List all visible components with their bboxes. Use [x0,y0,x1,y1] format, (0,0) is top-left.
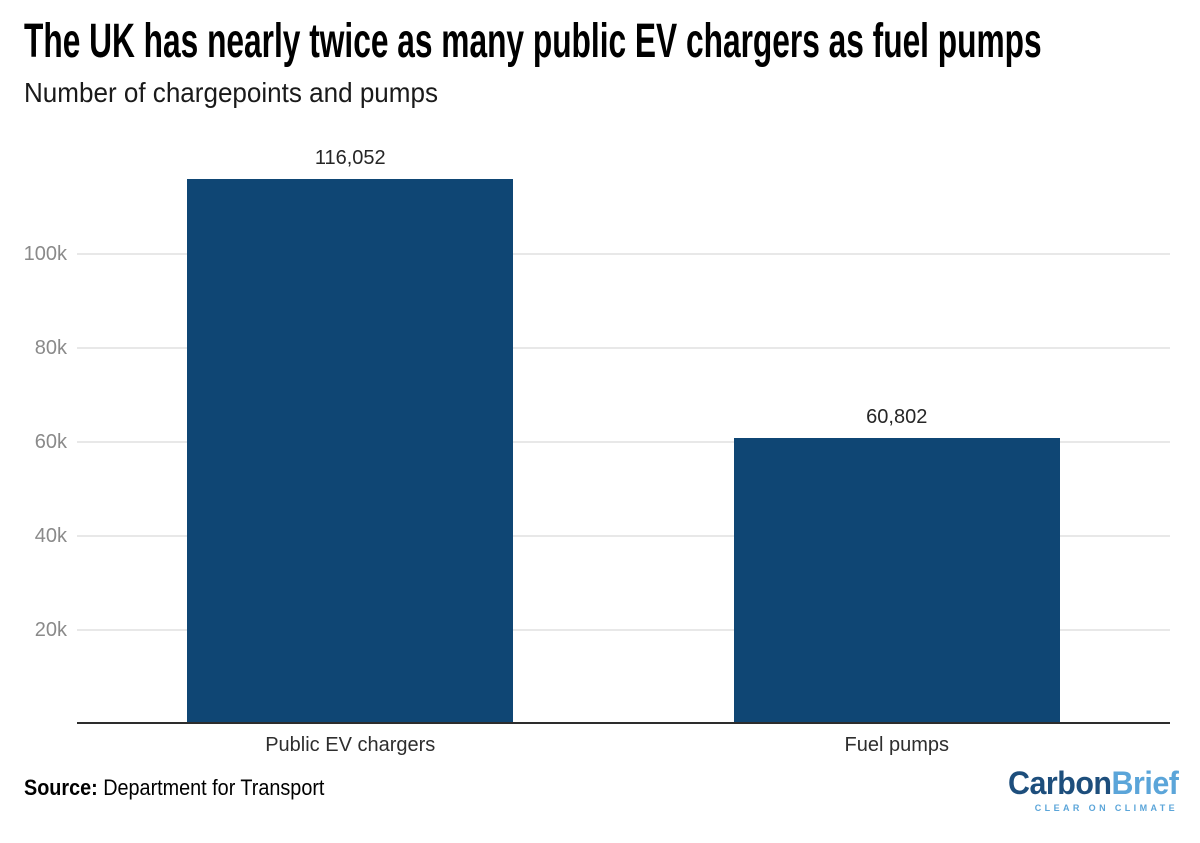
logo-text-carbon: Carbon [1007,765,1112,801]
logo-text-brief: Brief [1111,765,1178,801]
source-text: Department for Transport [97,775,325,800]
carbonbrief-logo-wordmark: CarbonBrief [1007,765,1179,801]
bar-public-ev-chargers [187,178,514,724]
chart-subtitle: Number of chargepoints and pumps [24,77,438,108]
y-gridline [77,253,1170,255]
y-axis-tick-label: 40k [34,525,67,547]
source-line: Source: Department for Transport [24,775,324,801]
y-gridline [77,629,1170,631]
bar-value-label: 60,802 [866,406,928,429]
bar-fuel-pumps [733,438,1060,724]
x-axis-category-label: Fuel pumps [844,734,950,756]
x-axis-line [77,722,1170,724]
source-label: Source: [24,775,98,800]
y-axis-tick-label: 100k [23,243,67,265]
chart-title: The UK has nearly twice as many public E… [24,15,1042,68]
logo-tagline: CLEAR ON CLIMATE [1034,803,1178,814]
y-axis-tick-label: 20k [34,619,67,641]
y-gridline [77,535,1170,537]
y-gridline [77,347,1170,349]
y-axis-tick-label: 60k [34,431,67,453]
x-axis-category-label: Public EV chargers [265,734,436,756]
carbonbrief-logo: CarbonBrief CLEAR ON CLIMATE [999,765,1179,814]
bar-value-label: 116,052 [314,146,386,169]
y-axis-tick-label: 80k [34,337,67,359]
y-gridline [77,441,1170,443]
